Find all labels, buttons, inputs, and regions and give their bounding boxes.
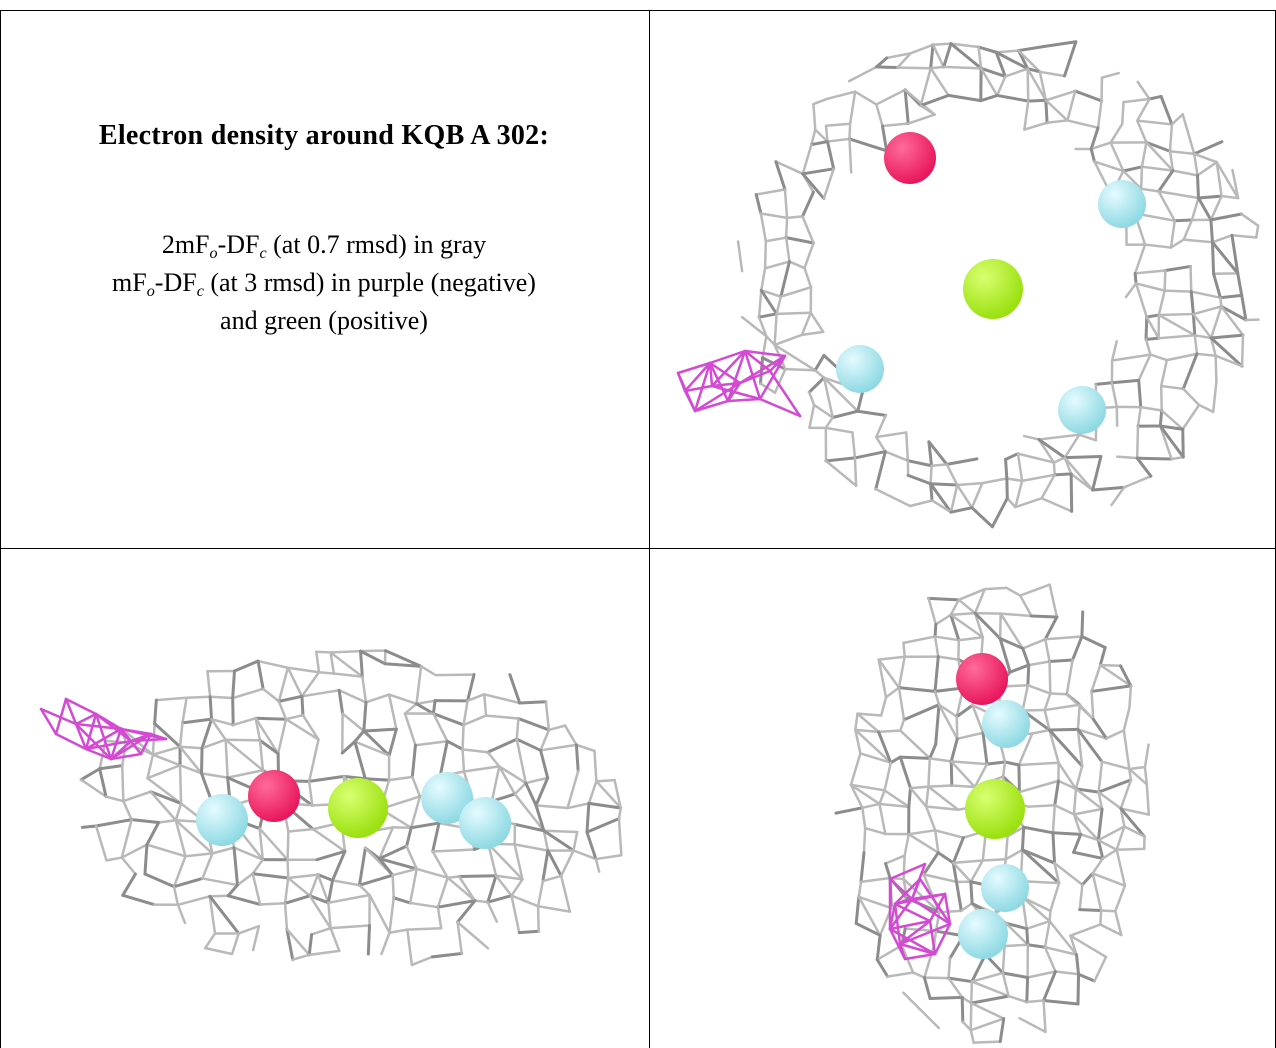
density-view-top-right <box>650 11 1275 548</box>
atom-green <box>328 778 388 838</box>
caption-line-green: and green (positive) <box>220 306 428 335</box>
caption-title: Electron density around KQB A 302: <box>98 120 550 151</box>
atom-cyan <box>1058 386 1106 434</box>
atom-cyan <box>958 909 1008 959</box>
atom-magenta <box>956 653 1008 705</box>
negative-density-mesh <box>676 349 802 418</box>
density-mesh-image <box>676 40 1260 529</box>
density-mesh <box>736 40 1260 529</box>
atom-magenta <box>884 132 936 184</box>
atom-cyan <box>459 797 511 849</box>
atom-green <box>965 779 1025 839</box>
atom-cyan <box>836 345 884 393</box>
negative-density-mesh <box>888 862 952 961</box>
caption-line-mfo: mFo-DFc (at 3 rmsd) in purple (negative) <box>112 268 536 300</box>
table-divider-vertical <box>649 10 650 1048</box>
caption-line-2mfo: 2mFo-DFc (at 0.7 rmsd) in gray <box>161 230 487 262</box>
table-border-top <box>0 10 1276 11</box>
table-divider-middle <box>0 548 1276 549</box>
density-mesh-image <box>834 583 1151 1044</box>
density-mesh-image <box>39 649 623 967</box>
density-view-bottom-left <box>1 549 649 1048</box>
atom-green <box>963 259 1023 319</box>
table-border-left <box>0 10 1 1048</box>
atom-cyan <box>982 700 1030 748</box>
negative-density-mesh <box>39 697 168 761</box>
atom-cyan <box>981 864 1029 912</box>
atom-cyan <box>421 772 473 824</box>
atom-cyan <box>1098 180 1146 228</box>
density-view-bottom-right <box>650 549 1275 1048</box>
atom-cyan <box>196 794 248 846</box>
caption-cell: Electron density around KQB A 302: 2mFo-… <box>10 120 638 340</box>
atom-magenta <box>248 770 300 822</box>
